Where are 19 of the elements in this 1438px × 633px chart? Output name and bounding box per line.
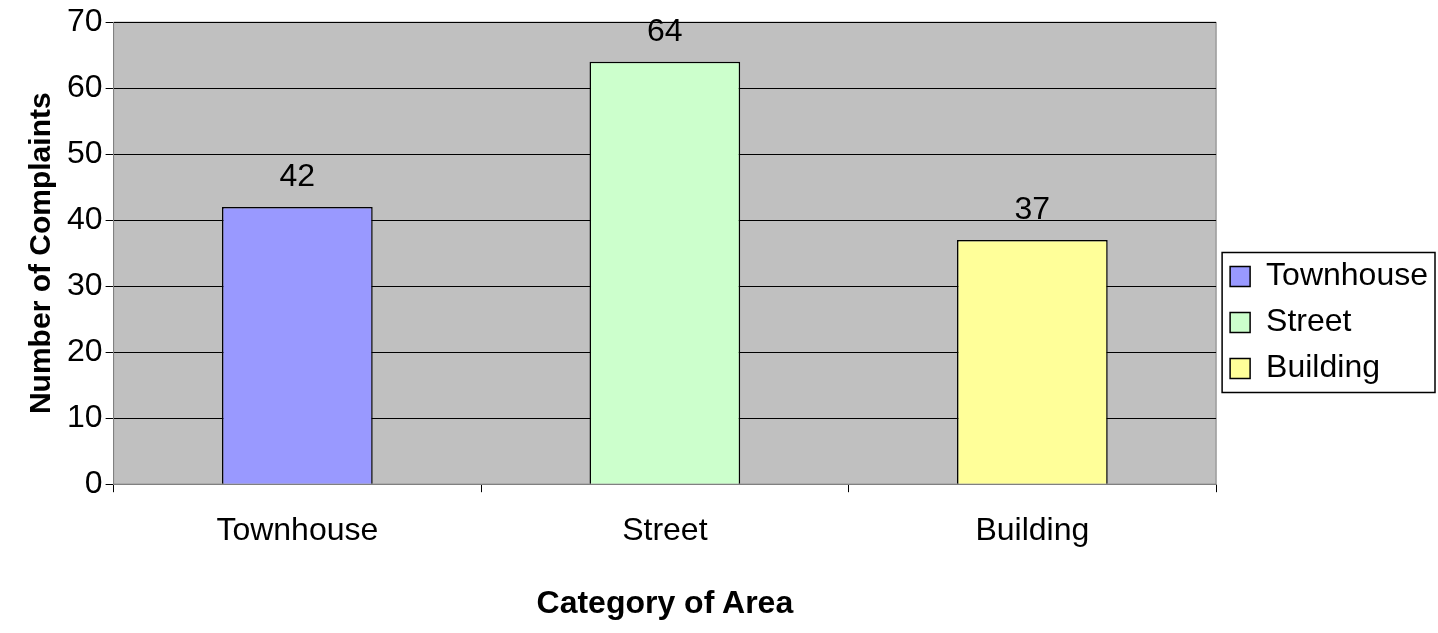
legend-label: Townhouse bbox=[1266, 256, 1428, 293]
y-tick-label: 0 bbox=[84, 464, 103, 501]
data-label: 37 bbox=[1014, 189, 1051, 226]
x-tick-label: Street bbox=[622, 511, 708, 548]
y-axis-title: Number of Complaints bbox=[23, 92, 57, 415]
y-tick-label: 60 bbox=[67, 68, 103, 105]
x-tick-label: Building bbox=[975, 511, 1090, 548]
data-label: 42 bbox=[279, 156, 316, 193]
y-tick-label: 70 bbox=[67, 2, 103, 39]
y-tick-label: 10 bbox=[67, 398, 103, 435]
legend-label: Building bbox=[1266, 348, 1380, 385]
legend-label: Street bbox=[1266, 302, 1352, 339]
y-tick-label: 50 bbox=[67, 134, 103, 171]
y-tick-label: 40 bbox=[67, 200, 103, 237]
x-axis-title: Category of Area bbox=[536, 583, 794, 620]
x-tick-label: Townhouse bbox=[216, 511, 379, 548]
y-tick-label: 20 bbox=[67, 332, 103, 369]
y-tick-label: 30 bbox=[67, 266, 103, 303]
data-label: 64 bbox=[647, 11, 683, 48]
